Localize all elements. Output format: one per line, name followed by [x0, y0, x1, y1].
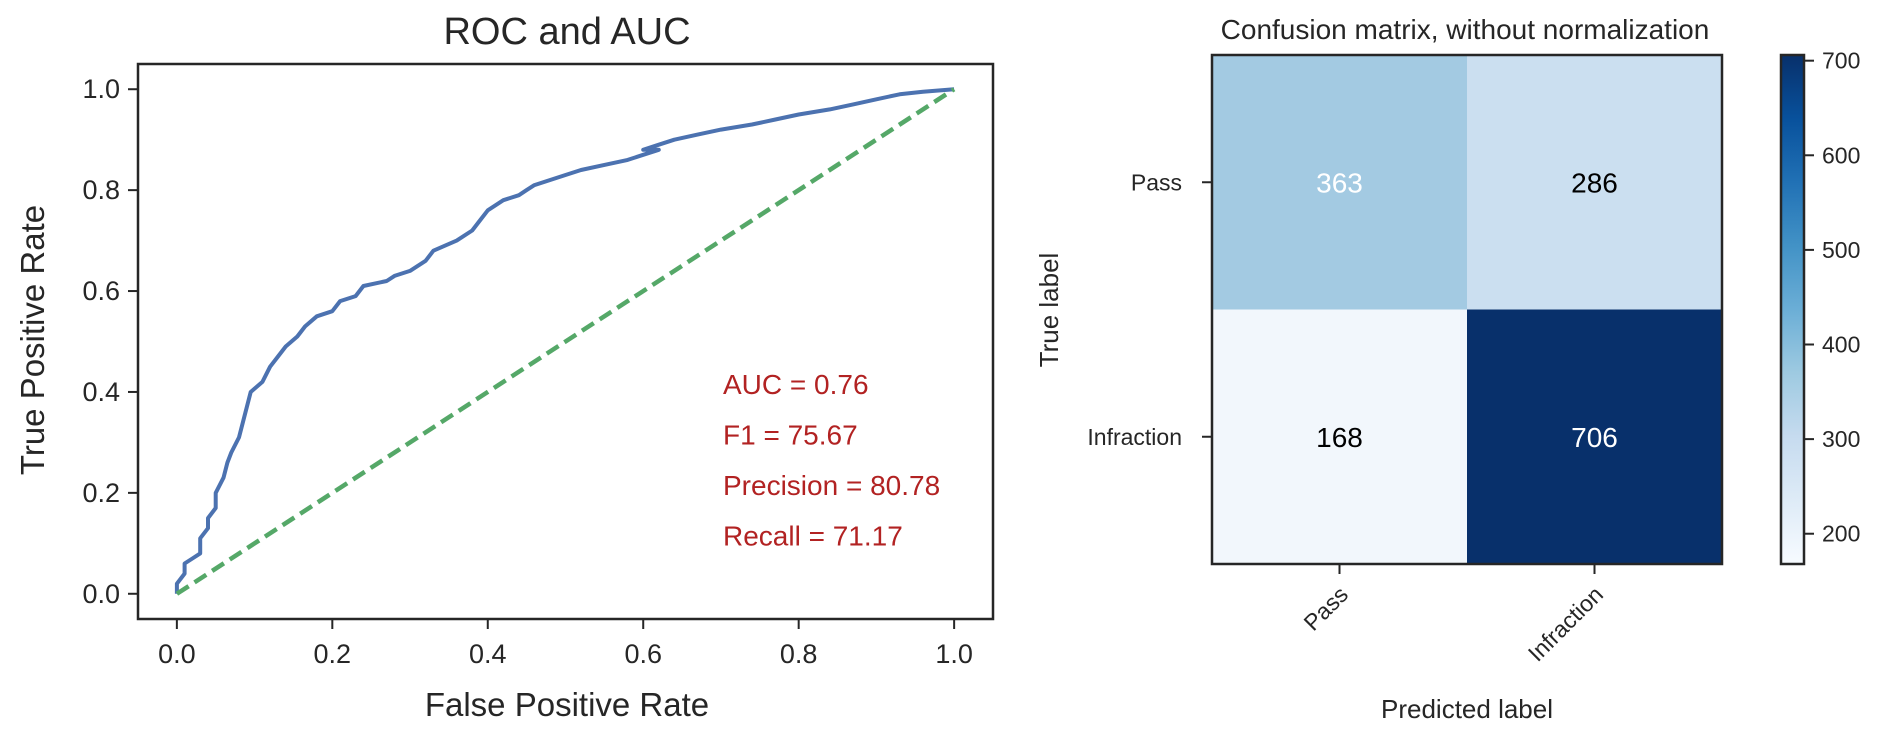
colorbar-tick-label: 200	[1822, 521, 1860, 547]
cm-cell	[1212, 309, 1467, 564]
roc-annotation: Recall = 71.17	[723, 521, 903, 552]
cm-x-axis-label: Predicted label	[1381, 694, 1553, 724]
roc-x-tick-label: 0.4	[469, 639, 507, 669]
roc-frame	[136, 62, 995, 621]
colorbar-tick-label: 700	[1822, 48, 1860, 74]
cm-cells: 363 286 168 706	[1212, 55, 1722, 564]
roc-curve-line	[174, 87, 955, 594]
roc-y-ticks: 0.0 0.2 0.4 0.6 0.8 1.0	[82, 74, 138, 609]
roc-x-tick-label: 1.0	[935, 639, 973, 669]
roc-y-tick-label: 0.4	[82, 377, 120, 407]
roc-y-tick-label: 0.6	[82, 276, 120, 306]
cm-y-ticks: Pass Infraction	[1087, 169, 1212, 450]
roc-x-axis-label: False Positive Rate	[425, 686, 709, 723]
roc-y-tick-label: 1.0	[82, 74, 120, 104]
roc-series	[174, 87, 956, 596]
colorbar: 200 300 400 500 600 700	[1779, 48, 1860, 566]
cm-y-tick-label: Pass	[1131, 169, 1182, 195]
colorbar-tick-label: 400	[1822, 332, 1860, 358]
cm-cell-value: 168	[1316, 422, 1363, 453]
roc-y-tick-label: 0.0	[82, 579, 120, 609]
roc-x-tick-label: 0.0	[158, 639, 196, 669]
cm-y-axis-label: True label	[1034, 253, 1064, 368]
roc-y-axis-label: True Positive Rate	[14, 205, 51, 475]
cm-title: Confusion matrix, without normalization	[1221, 14, 1710, 45]
roc-baseline-line	[175, 87, 956, 596]
roc-x-tick-label: 0.6	[624, 639, 662, 669]
roc-annotation: F1 = 75.67	[723, 420, 858, 451]
roc-x-tick-label: 0.8	[780, 639, 818, 669]
cm-cell	[1467, 309, 1722, 564]
colorbar-gradient	[1779, 53, 1806, 566]
cm-cell-value: 286	[1571, 167, 1618, 198]
roc-y-tick-label: 0.2	[82, 478, 120, 508]
roc-annotations: AUC = 0.76 F1 = 75.67 Precision = 80.78 Rec…	[723, 369, 940, 552]
cm-x-tick-label: Infraction	[1523, 581, 1608, 666]
colorbar-tick-label: 500	[1822, 237, 1860, 263]
cm-cell	[1467, 55, 1722, 310]
cm-y-tick-label: Infraction	[1087, 424, 1182, 450]
confusion-matrix-chart: Confusion matrix, without normalization …	[1034, 14, 1724, 724]
roc-chart: ROC and AUC 0.0 0.2 0.4 0.6 0.8 1.0 0.0 0.2 0.4…	[14, 11, 995, 723]
roc-y-tick-label: 0.8	[82, 175, 120, 205]
roc-title: ROC and AUC	[443, 11, 690, 53]
roc-annotation: Precision = 80.78	[723, 470, 940, 501]
colorbar-ticks: 200 300 400 500 600 700	[1804, 48, 1860, 547]
cm-frame	[1210, 53, 1724, 566]
cm-cell-value: 363	[1316, 167, 1363, 198]
cm-cell-value: 706	[1571, 422, 1618, 453]
cm-cell	[1212, 55, 1467, 310]
cm-x-tick-label: Pass	[1298, 581, 1353, 636]
roc-x-tick-label: 0.2	[314, 639, 352, 669]
cm-x-ticks: Pass Infraction	[1298, 564, 1608, 666]
colorbar-tick-label: 600	[1822, 142, 1860, 168]
colorbar-tick-label: 300	[1822, 426, 1860, 452]
roc-x-ticks: 0.0 0.2 0.4 0.6 0.8 1.0	[158, 619, 973, 669]
roc-annotation: AUC = 0.76	[723, 369, 869, 400]
